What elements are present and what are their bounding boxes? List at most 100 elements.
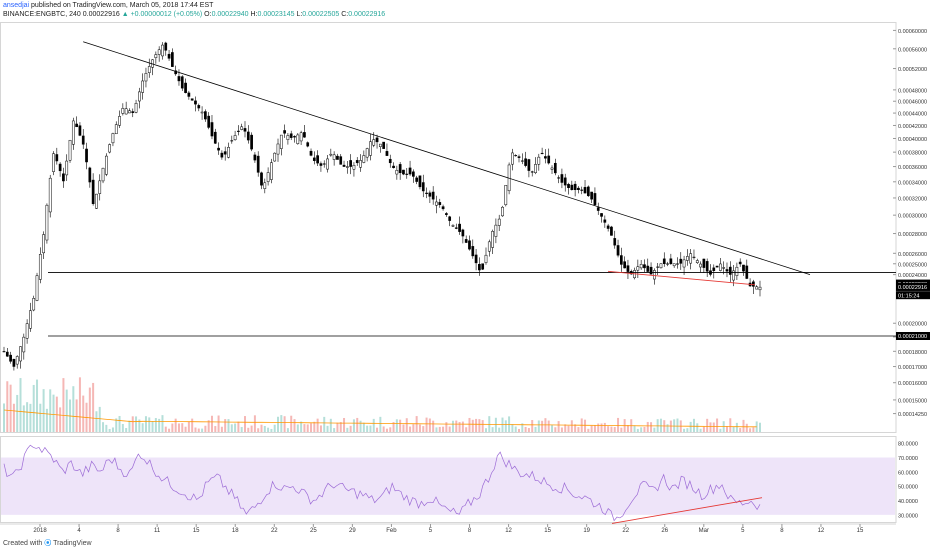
candle-body <box>428 192 432 197</box>
candle-body <box>669 258 673 265</box>
volume-bar <box>158 418 161 432</box>
candle-body <box>742 264 745 272</box>
candle-body <box>365 148 369 158</box>
candle-body <box>517 156 521 158</box>
candle-body <box>728 266 732 275</box>
candle-body <box>758 286 762 291</box>
volume-bar <box>600 423 603 432</box>
volume-bar <box>607 426 610 432</box>
candle-body <box>58 163 62 172</box>
volume-bar <box>366 425 369 432</box>
candle-body <box>147 66 151 73</box>
volume-bar <box>729 418 732 432</box>
volume-bar <box>395 419 398 432</box>
candle-body <box>306 142 310 147</box>
candle-body <box>95 193 98 209</box>
candle-body <box>204 111 207 120</box>
candle-body <box>547 155 551 164</box>
volume-bar <box>72 386 75 432</box>
volume-bar <box>310 423 313 432</box>
volume-bar <box>709 422 712 432</box>
price-tick-label: 0.00026000 <box>898 252 927 258</box>
candle-body <box>161 44 164 57</box>
author-link[interactable]: ansedjai <box>3 2 30 9</box>
volume-bar <box>204 425 207 432</box>
candle-body <box>699 263 702 268</box>
volume-bar <box>290 415 293 432</box>
volume-bar <box>640 427 643 432</box>
volume-bar <box>36 379 39 432</box>
candle-body <box>458 223 461 232</box>
published-text: published on TradingView.com, March 05, … <box>31 2 214 9</box>
candle-body <box>138 91 141 102</box>
candle-body <box>29 310 32 329</box>
volume-bar <box>385 428 388 432</box>
volume-bar <box>108 428 111 432</box>
candle-body <box>190 98 194 101</box>
candle-body <box>359 160 362 168</box>
descending-trendline <box>83 41 811 276</box>
volume-bar <box>696 423 699 432</box>
candle-body <box>25 323 29 339</box>
volume-bar <box>742 419 745 432</box>
candle-body <box>656 266 660 268</box>
volume-bar <box>59 407 62 432</box>
price-label-text: 0.00022916 <box>898 285 927 291</box>
candle-body <box>487 241 491 252</box>
price-tick-label: 0.00017000 <box>898 365 927 371</box>
candle-body <box>385 151 389 156</box>
price-tick-label: 0.00014250 <box>898 412 927 418</box>
volume-bar <box>277 416 280 432</box>
volume-bar <box>260 424 263 432</box>
price-tick-label: 0.00015000 <box>898 398 927 404</box>
volume-bar <box>587 428 590 432</box>
symbol-interval[interactable]: BINANCE:ENGBTC, 240 <box>3 11 81 18</box>
candle-body <box>174 70 178 75</box>
candle-body <box>134 103 138 113</box>
volume-bar <box>524 426 527 432</box>
candle-body <box>725 269 729 272</box>
rsi-tick-label: 70.0000 <box>898 456 918 462</box>
candle-body <box>9 354 12 362</box>
volume-bar <box>253 415 256 432</box>
volume-bar <box>362 422 365 432</box>
volume-bar <box>181 423 184 432</box>
volume-bar <box>128 420 131 432</box>
candle-body <box>471 246 475 257</box>
volume-bar <box>88 387 91 432</box>
volume-bar <box>339 422 342 432</box>
volume-bar <box>636 428 639 432</box>
volume-bar <box>267 427 270 432</box>
candle-body <box>686 256 689 261</box>
candle-body <box>233 135 237 140</box>
volume-bar <box>567 425 570 432</box>
volume-bar <box>280 415 283 432</box>
volume-bar <box>514 426 517 432</box>
volume-bar <box>237 421 240 432</box>
time-tick-label: Feb <box>386 528 397 534</box>
tradingview-logo-icon[interactable]: ⦿ <box>44 540 52 547</box>
tradingview-brand[interactable]: TradingView <box>53 540 92 547</box>
candle-body <box>550 167 554 170</box>
candle-body <box>369 141 372 156</box>
price-tick-label: 0.00034000 <box>898 180 927 186</box>
candle-body <box>339 156 343 165</box>
volume-bar <box>177 423 180 432</box>
volume-bar <box>306 424 309 432</box>
price-label-box: 01:15:24 <box>896 291 930 299</box>
time-tick-label: 29 <box>349 528 356 534</box>
volume-bar <box>49 389 52 432</box>
candle-body <box>606 225 610 229</box>
volume-bar <box>3 403 5 432</box>
candle-body <box>695 260 699 263</box>
candle-body <box>626 265 630 272</box>
volume-bar <box>659 418 662 432</box>
volume-bar <box>300 421 303 432</box>
candle-body <box>256 155 260 173</box>
volume-bar <box>356 417 359 432</box>
candle-body <box>38 254 42 280</box>
volume-bar <box>227 419 230 432</box>
volume-bar <box>475 418 478 432</box>
volume-bar <box>643 426 646 432</box>
